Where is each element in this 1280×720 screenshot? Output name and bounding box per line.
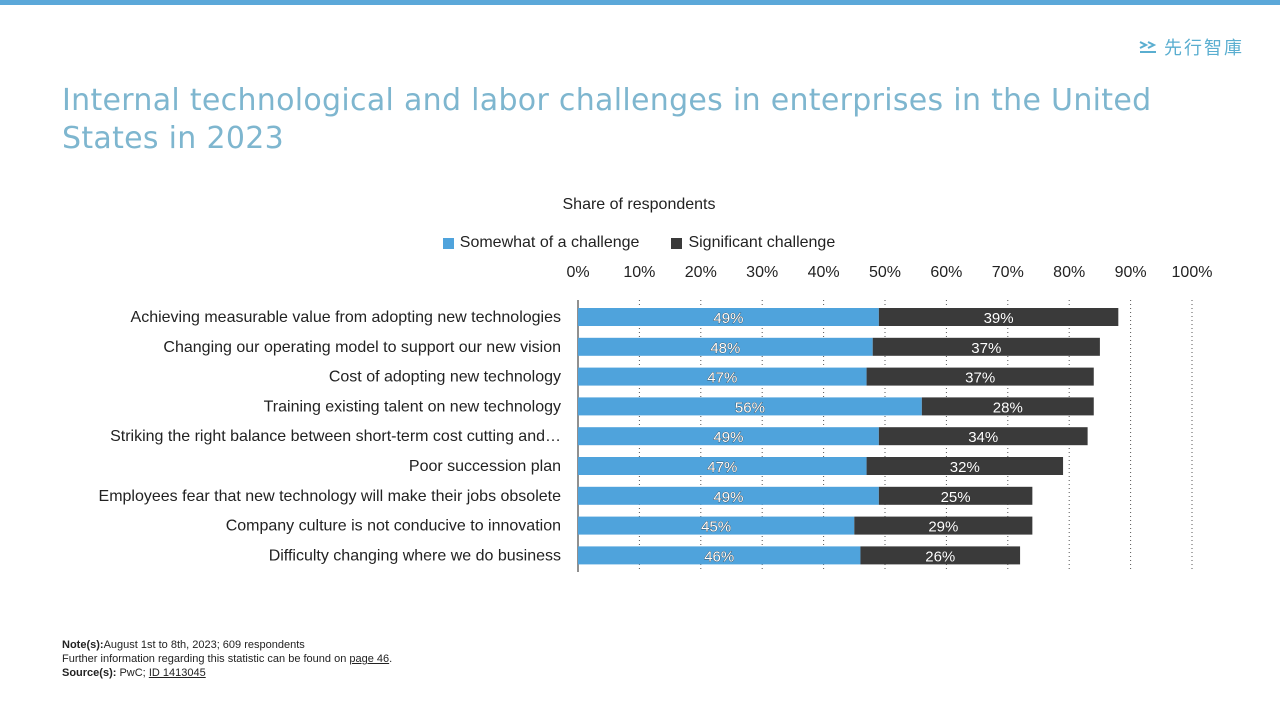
page-link[interactable]: page 46 [349,653,390,665]
data-label: 47% [707,459,737,476]
legend-item-somewhat: Somewhat of a challenge [442,234,640,252]
x-tick-label: 80% [1053,264,1085,281]
bar-somewhat [578,516,855,535]
data-label: 56% [735,399,765,416]
x-tick-label: 10% [623,264,655,281]
further-period: . [389,653,393,665]
footer-further-info: Further information regarding this stati… [62,652,392,666]
chart-legend: Somewhat of a challenge Significant chal… [0,234,1278,252]
data-label: 45% [701,519,731,536]
category-label: Company culture is not conducive to inno… [226,518,561,535]
bar-somewhat [578,308,879,326]
data-label: 37% [965,370,995,387]
legend-item-significant: Significant challenge [671,234,835,252]
data-label: 39% [984,310,1014,327]
page-title: Internal technological and labor challen… [62,83,1152,156]
bar-somewhat [578,337,873,356]
source-label: Source(s): [62,667,117,679]
bar-significant [860,546,1021,565]
bar-significant [878,427,1088,446]
x-tick-label: 90% [1115,264,1147,281]
bar-significant [854,516,1033,535]
category-label: Achieving measurable value from adopting… [131,309,561,326]
category-label: Changing our operating model to support … [163,339,561,356]
bar-somewhat [578,486,879,505]
legend-label-significant: Significant challenge [688,234,836,251]
bar-somewhat [578,397,922,416]
bar-somewhat [578,427,879,446]
data-label: 37% [971,340,1001,357]
bar-somewhat [578,546,861,565]
category-label: Employees fear that new technology will … [99,488,562,505]
notes-label: Note(s): [62,639,104,651]
footer-source: Source(s): PwC; ID 1413045 [62,666,392,680]
legend-swatch-somewhat [442,237,454,249]
x-tick-label: 70% [992,264,1024,281]
legend-label-somewhat: Somewhat of a challenge [459,234,640,251]
bar-significant [872,337,1100,356]
data-label: 47% [707,370,737,387]
data-label: 26% [925,548,955,565]
source-id-link[interactable]: ID 1413045 [148,667,206,679]
legend-swatch-significant [671,237,683,249]
further-text: Further information regarding this stati… [62,653,350,665]
x-tick-label: 50% [869,264,901,281]
bar-significant [878,486,1033,505]
bar-significant [921,397,1094,416]
x-tick-label: 100% [1172,264,1213,281]
data-label: 46% [704,548,734,565]
category-label: Striking the right balance between short… [110,428,561,445]
chart-title: Share of respondents [562,196,716,213]
data-label: 25% [941,489,971,506]
data-label: 49% [713,429,743,446]
category-label: Poor succession plan [409,458,561,475]
x-tick-label: 40% [808,264,840,281]
category-label: Difficulty changing where we do business [269,547,561,564]
data-label: 28% [993,399,1023,416]
category-label: Cost of adopting new technology [329,369,561,386]
top-accent-bar [0,0,1280,5]
x-tick-label: 0% [566,264,589,281]
data-label: 49% [713,310,743,327]
category-label: Training existing talent on new technolo… [264,398,561,415]
data-label: 49% [713,489,743,506]
footer: Note(s):August 1st to 8th, 2023; 609 res… [62,638,392,680]
data-label: 32% [950,459,980,476]
data-label: 48% [710,340,740,357]
data-label: 34% [968,429,998,446]
brand-logo: 先行智庫 [1138,34,1244,60]
notes-text: August 1st to 8th, 2023; 609 respondents [103,639,305,651]
logo-icon [1139,41,1157,53]
bar-significant [866,457,1064,475]
bar-somewhat [578,457,867,475]
logo-text: 先行智庫 [1164,38,1244,59]
footer-notes: Note(s):August 1st to 8th, 2023; 609 res… [62,638,392,652]
bar-significant [866,367,1094,386]
data-label: 29% [928,519,958,536]
bar-significant [878,308,1119,326]
bar-somewhat [578,367,867,386]
source-text: PwC; [116,667,149,679]
x-tick-label: 60% [930,264,962,281]
x-tick-label: 30% [746,264,778,281]
x-tick-label: 20% [685,264,717,281]
stacked-bar-chart: 0% 10% 20% 30% 40% 50% 60% 70% 80% 90% 100% Achievi… [99,264,1213,572]
